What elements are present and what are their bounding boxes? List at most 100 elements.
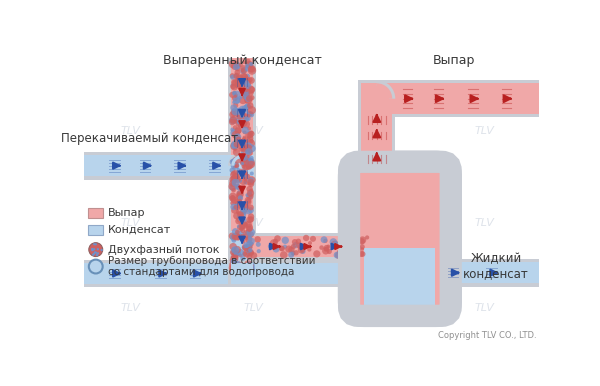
Circle shape [239, 227, 243, 232]
Circle shape [236, 185, 242, 190]
Circle shape [329, 238, 337, 246]
Circle shape [361, 247, 364, 251]
Circle shape [244, 177, 247, 181]
Circle shape [234, 139, 241, 145]
Circle shape [235, 65, 241, 71]
Circle shape [245, 237, 248, 240]
Bar [88, 225, 103, 235]
Circle shape [248, 106, 256, 114]
Circle shape [292, 253, 295, 256]
Circle shape [235, 98, 241, 103]
Circle shape [298, 246, 305, 254]
Circle shape [250, 95, 254, 100]
Circle shape [288, 252, 294, 258]
Circle shape [249, 189, 253, 193]
Circle shape [245, 77, 250, 82]
Circle shape [233, 125, 237, 130]
Circle shape [244, 175, 248, 179]
Circle shape [355, 245, 362, 251]
Circle shape [232, 91, 236, 95]
Circle shape [245, 144, 250, 150]
Circle shape [244, 267, 250, 274]
Circle shape [248, 161, 255, 168]
Circle shape [95, 252, 97, 254]
Circle shape [235, 203, 238, 207]
Bar [231, 58, 253, 277]
Bar [443, 262, 540, 283]
Circle shape [240, 138, 248, 146]
Circle shape [245, 156, 249, 160]
Circle shape [274, 235, 281, 242]
Circle shape [247, 135, 253, 141]
Circle shape [242, 272, 246, 276]
Circle shape [233, 173, 239, 179]
Circle shape [94, 251, 96, 254]
Circle shape [241, 162, 244, 165]
Circle shape [238, 155, 242, 159]
Bar [84, 152, 254, 179]
Circle shape [230, 195, 235, 200]
Circle shape [244, 149, 250, 154]
Circle shape [242, 137, 247, 142]
Circle shape [233, 149, 241, 156]
Circle shape [242, 91, 250, 99]
Circle shape [231, 270, 236, 276]
Circle shape [236, 211, 240, 215]
Bar [231, 155, 253, 176]
Circle shape [248, 213, 254, 220]
Circle shape [250, 252, 257, 259]
Circle shape [337, 250, 344, 256]
Circle shape [233, 233, 241, 240]
Circle shape [233, 255, 238, 260]
Circle shape [231, 171, 236, 176]
Circle shape [242, 207, 247, 213]
Circle shape [236, 215, 245, 223]
Circle shape [244, 95, 247, 99]
Circle shape [236, 143, 243, 149]
Circle shape [245, 158, 253, 166]
Circle shape [247, 209, 252, 215]
Circle shape [97, 248, 99, 251]
Circle shape [229, 264, 236, 271]
Circle shape [245, 244, 249, 248]
Circle shape [229, 92, 235, 98]
Circle shape [346, 252, 354, 259]
Circle shape [237, 237, 240, 240]
Circle shape [229, 176, 238, 184]
Circle shape [248, 207, 254, 213]
Circle shape [270, 239, 277, 247]
Circle shape [247, 262, 255, 270]
Circle shape [236, 262, 243, 269]
Circle shape [233, 246, 241, 253]
Circle shape [233, 205, 238, 209]
Circle shape [96, 254, 98, 256]
Circle shape [100, 249, 103, 251]
Circle shape [234, 120, 238, 124]
Circle shape [92, 249, 94, 251]
Circle shape [245, 98, 250, 103]
Text: TLV: TLV [374, 303, 394, 313]
Circle shape [241, 67, 247, 73]
Circle shape [247, 190, 254, 197]
Circle shape [242, 146, 248, 151]
Circle shape [233, 91, 241, 98]
Circle shape [236, 113, 243, 120]
Circle shape [239, 106, 245, 112]
Circle shape [229, 193, 237, 201]
Circle shape [229, 243, 237, 251]
Circle shape [238, 122, 245, 129]
Circle shape [243, 203, 249, 210]
Circle shape [243, 171, 248, 176]
Circle shape [244, 260, 253, 269]
Circle shape [247, 226, 253, 232]
Circle shape [249, 242, 254, 246]
Circle shape [241, 154, 248, 161]
Circle shape [300, 248, 304, 252]
Text: TLV: TLV [244, 126, 263, 136]
Circle shape [245, 221, 252, 228]
Circle shape [231, 141, 239, 149]
Circle shape [244, 147, 247, 150]
Circle shape [344, 242, 349, 247]
Circle shape [242, 245, 248, 250]
Circle shape [247, 86, 254, 94]
